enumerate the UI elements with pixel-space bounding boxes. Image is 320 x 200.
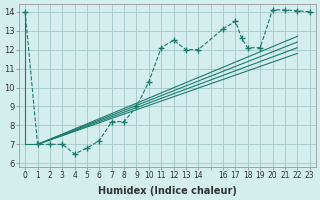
- X-axis label: Humidex (Indice chaleur): Humidex (Indice chaleur): [98, 186, 237, 196]
